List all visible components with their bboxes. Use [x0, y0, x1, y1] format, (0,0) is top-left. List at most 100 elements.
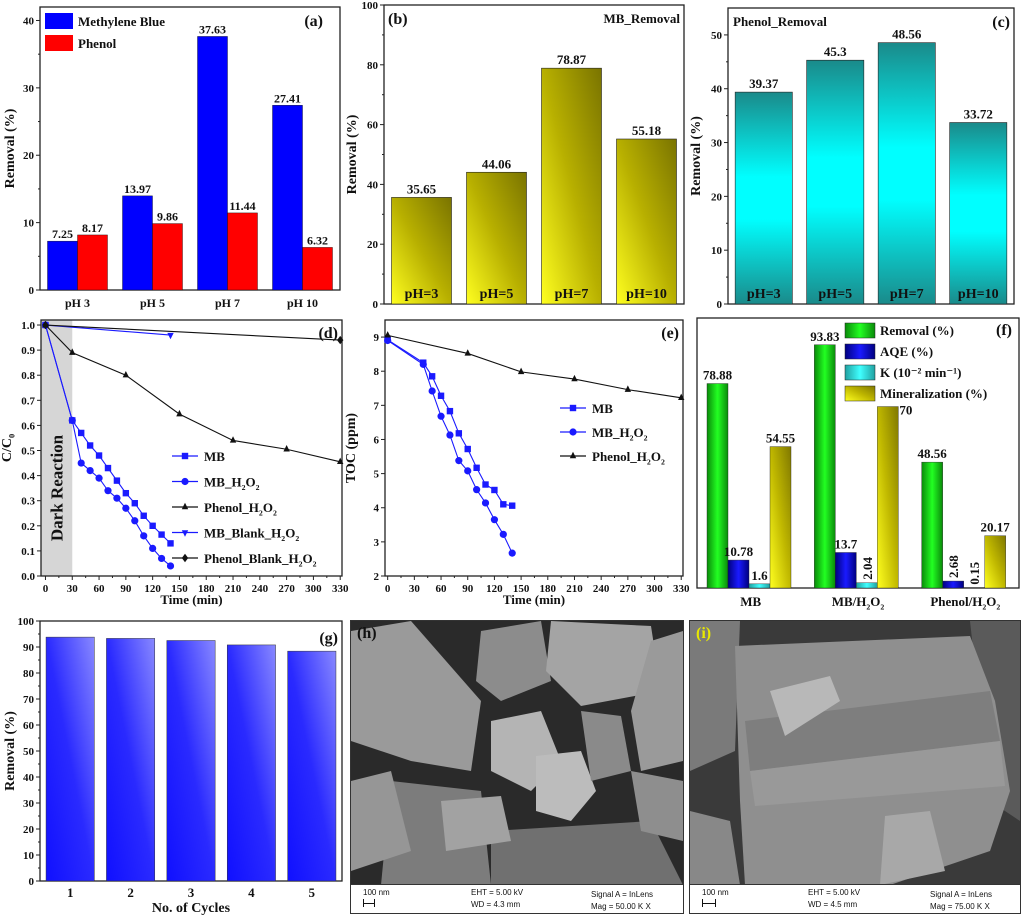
- y-tick-label: 0.5: [21, 446, 35, 458]
- y-tick-label: 7: [374, 400, 380, 412]
- legend-swatch-0: [45, 13, 73, 29]
- bar-value-label: 78.87: [557, 52, 587, 67]
- y-tick-label: 0.6: [21, 420, 35, 432]
- x-tick-label: 3: [188, 885, 195, 900]
- plot-frame-e: [384, 319, 684, 577]
- data-point-mb: [464, 445, 471, 453]
- y-tick-label: 0.4: [21, 471, 35, 483]
- legend-label: Phenol_Blank_H2​O2​: [204, 551, 317, 568]
- legend-marker-3: [181, 530, 189, 537]
- legend-label: MB: [204, 449, 225, 464]
- bar-k: [748, 583, 771, 589]
- bar-value-label: 35.65: [407, 181, 437, 196]
- plot-frame-a: [39, 6, 341, 291]
- sem-mag-i: Mag = 75.00 K X: [930, 902, 990, 911]
- bar-value-label: 93.83: [810, 329, 840, 344]
- data-point-phenol_blank_h2o2: [337, 335, 344, 345]
- series-line-mb_blank_h2o2: [45, 324, 171, 336]
- data-point-mb_h2o2: [437, 412, 445, 420]
- bar-k: [856, 582, 878, 589]
- x-tick-label: MB/H2​O2​: [832, 594, 885, 611]
- data-point-phenol_h2o2: [624, 385, 632, 392]
- legend-swatch-1: [45, 35, 73, 51]
- sem-eht-h: EHT = 5.00 kV: [471, 888, 524, 897]
- bar-cycle: [287, 650, 337, 882]
- sem-info-bar-h: 100 nm EHT = 5.00 kV WD = 4.3 mm Signal …: [351, 884, 683, 913]
- chart-panel-c: 0 10 20 30 40 50 39.37 pH=3 45.3 pH=5 48.56 pH=7 33.…: [689, 7, 1015, 311]
- sem-info-bar-i: 100 nm EHT = 5.00 kV WD = 4.5 mm Signal …: [690, 884, 1020, 913]
- data-point-mb_h2o2: [68, 416, 76, 424]
- bar-mineralization: [984, 535, 1006, 589]
- bar-category-label: pH=10: [626, 287, 667, 302]
- y-tick-label: 0.2: [21, 521, 35, 533]
- bar-aqe: [727, 559, 750, 589]
- data-point-phenol_h2o2: [517, 367, 525, 375]
- sem-eht-i: EHT = 5.00 kV: [808, 888, 861, 897]
- y-axis-label-g: Removal (%): [3, 711, 18, 791]
- bar-value-label: 33.72: [964, 107, 993, 122]
- panel-label-e: (e): [661, 325, 679, 342]
- data-point-phenol_h2o2: [122, 371, 130, 378]
- y-tick-label-c: 10: [711, 245, 723, 257]
- x-tick-label: 30: [67, 583, 79, 595]
- data-point-mb_h2o2: [77, 459, 85, 467]
- bar-category-label: pH=7: [890, 287, 924, 302]
- x-tick-label: 0: [385, 583, 391, 595]
- bar-value-label: 78.88: [703, 368, 733, 383]
- bar-cycle: [106, 638, 156, 882]
- plot-frame-c: [727, 7, 1015, 305]
- bar-value-label: 39.37: [749, 76, 779, 91]
- data-point-mb: [428, 373, 436, 380]
- data-point-phenol_h2o2: [69, 348, 76, 355]
- sem-image-h: (h) 100 nm EHT = 5.00 kV WD = 4.3 mm Sig…: [350, 620, 684, 914]
- x-tick-label: 330: [332, 583, 349, 595]
- legend-label: AQE (%): [880, 344, 933, 359]
- bar-value-label: 2.68: [946, 555, 961, 578]
- chart-title-c: Phenol_Removal: [733, 14, 827, 29]
- y-tick-label-g: 100: [18, 616, 35, 628]
- y-tick-label-c: 20: [711, 191, 723, 203]
- x-tick-label: pH 10: [287, 296, 318, 310]
- data-point-phenol_h2o2: [678, 393, 685, 401]
- sem-wd-h: WD = 4.3 mm: [471, 900, 521, 909]
- y-tick-label: 8: [374, 366, 380, 378]
- bar: [877, 42, 936, 305]
- bar: [616, 138, 677, 305]
- y-tick-label-a: 30: [23, 83, 35, 95]
- y-tick-label-c: 40: [711, 84, 723, 96]
- y-tick-label: 4: [374, 503, 380, 515]
- y-tick-label-c: 0: [717, 299, 723, 311]
- x-tick-label: 180: [540, 583, 557, 595]
- x-tick-label: 2: [127, 885, 134, 900]
- chart-panel-d: Dark Reaction 0 30 60 90 120 150 180 210 240 270 30…: [0, 319, 349, 607]
- y-tick-label-b: 0: [373, 299, 379, 311]
- x-tick-label: pH 3: [65, 296, 90, 310]
- legend-swatch-0: [844, 322, 876, 339]
- data-point-mb_h2o2: [149, 544, 157, 552]
- x-tick-label: 60: [94, 583, 106, 595]
- legend-label: Phenol_H2​O2​: [592, 449, 665, 466]
- y-tick-label: 2: [374, 571, 380, 583]
- data-point-mb_h2o2: [95, 474, 103, 482]
- y-tick-label-a: 20: [23, 150, 35, 162]
- plot-frame-d: [40, 319, 343, 577]
- legend-label: Mineralization (%): [880, 386, 987, 401]
- data-point-mb_h2o2: [490, 516, 499, 524]
- scale-bar-icon-h: [363, 899, 375, 907]
- scale-bar-text-h: 100 nm: [363, 888, 390, 897]
- x-tick-label: 240: [593, 583, 610, 595]
- legend-label: Methylene Blue: [78, 14, 165, 29]
- bar: [541, 67, 602, 305]
- x-axis-label-g: No. of Cycles: [152, 901, 231, 916]
- data-point-mb_h2o2: [508, 549, 516, 557]
- dark-reaction-label: Dark Reaction: [48, 434, 67, 541]
- bar-value-label: 45.3: [824, 44, 847, 59]
- y-axis-label-b: Removal (%): [345, 114, 360, 194]
- scale-bar-icon-i: [702, 899, 716, 907]
- bar-methylene-blue: [272, 105, 303, 291]
- bar-phenol: [302, 247, 333, 291]
- bar-value-label: 54.55: [766, 431, 796, 446]
- y-tick-label: 5: [374, 469, 380, 481]
- x-tick-label: 330: [673, 583, 690, 595]
- data-point-mb: [473, 464, 480, 471]
